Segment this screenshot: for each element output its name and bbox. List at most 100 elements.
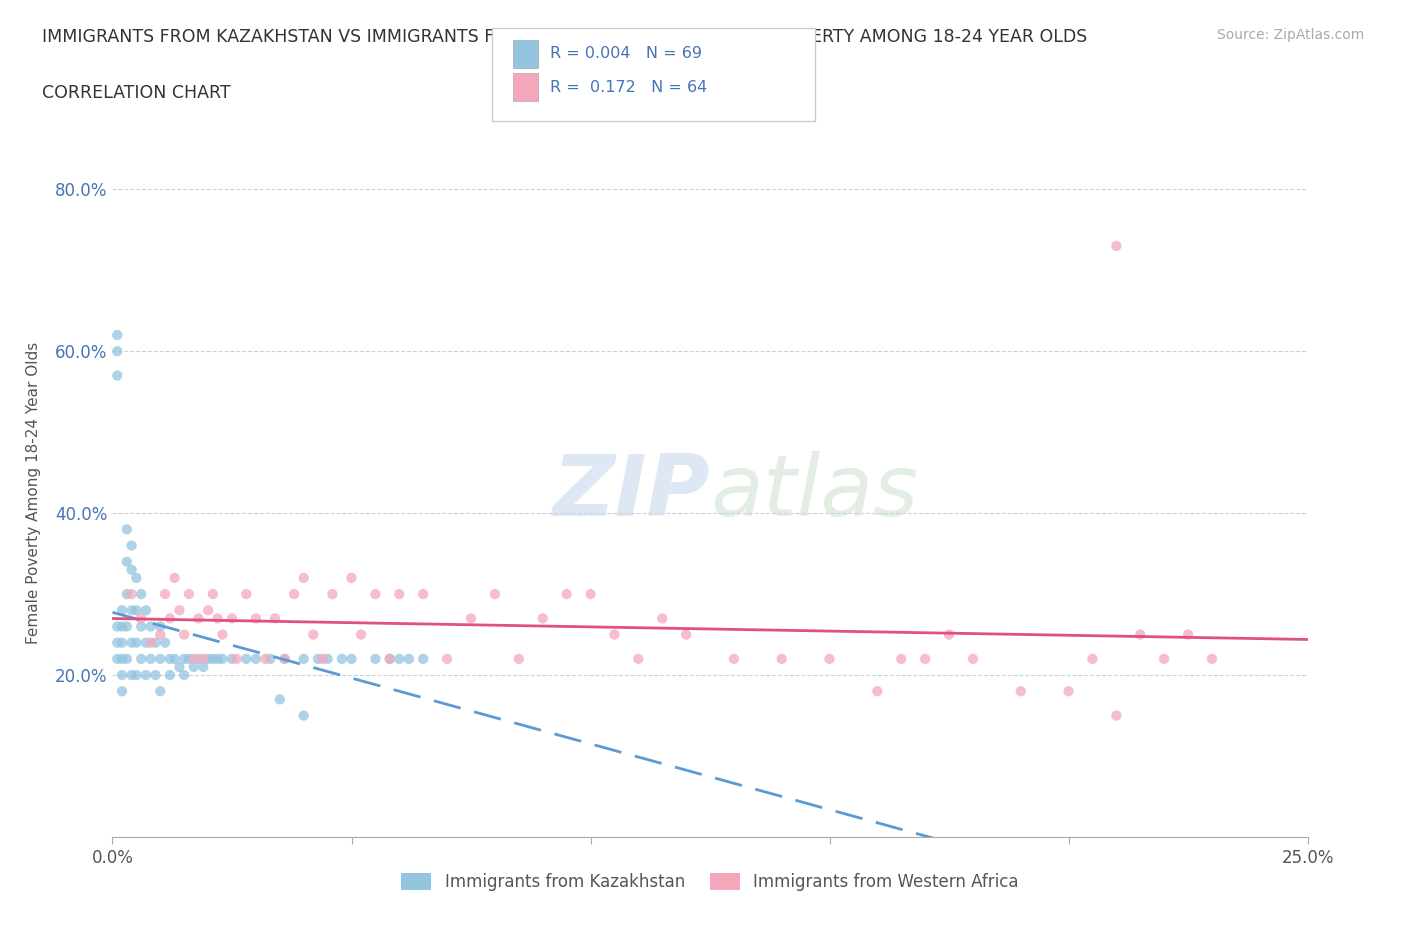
Point [388, 651, 411, 666]
Point [484, 587, 506, 602]
Point [173, 627, 195, 642]
Text: atlas: atlas [710, 451, 918, 535]
Point [193, 659, 215, 674]
Point [221, 651, 243, 666]
Point [169, 659, 191, 674]
Point [121, 587, 143, 602]
Point [105, 619, 128, 634]
Point [163, 651, 186, 666]
Point [173, 651, 195, 666]
Point [1057, 684, 1080, 698]
Text: R = 0.004   N = 69: R = 0.004 N = 69 [550, 46, 702, 61]
Point [412, 587, 434, 602]
Point [579, 587, 602, 602]
Point [890, 651, 912, 666]
Point [129, 619, 152, 634]
Point [723, 651, 745, 666]
Point [111, 619, 134, 634]
Point [129, 587, 152, 602]
Point [105, 651, 128, 666]
Point [111, 684, 134, 698]
Point [149, 684, 172, 698]
Point [245, 611, 267, 626]
Point [111, 668, 134, 683]
Point [115, 587, 138, 602]
Point [153, 635, 176, 650]
Point [269, 692, 291, 707]
Point [307, 651, 329, 666]
Point [159, 668, 181, 683]
Text: ZIP: ZIP [553, 451, 710, 535]
Point [211, 651, 233, 666]
Point [207, 651, 229, 666]
Point [149, 651, 172, 666]
Point [770, 651, 793, 666]
Point [125, 570, 148, 585]
Point [398, 651, 420, 666]
Y-axis label: Female Poverty Among 18-24 Year Olds: Female Poverty Among 18-24 Year Olds [27, 342, 41, 644]
Point [135, 603, 157, 618]
Point [145, 668, 167, 683]
Point [207, 611, 229, 626]
Point [259, 651, 281, 666]
Point [321, 587, 343, 602]
Point [129, 611, 152, 626]
Point [105, 344, 128, 359]
Text: R =  0.172   N = 64: R = 0.172 N = 64 [550, 80, 707, 95]
Point [169, 603, 191, 618]
Point [211, 627, 233, 642]
Point [177, 587, 200, 602]
Point [201, 651, 224, 666]
Point [135, 635, 157, 650]
Point [149, 627, 172, 642]
Point [139, 619, 162, 634]
Point [388, 587, 411, 602]
Point [197, 603, 219, 618]
Point [292, 570, 315, 585]
Point [159, 611, 181, 626]
Point [235, 651, 257, 666]
Point [115, 554, 138, 569]
Point [273, 651, 295, 666]
Point [183, 651, 205, 666]
Point [105, 327, 128, 342]
Point [436, 651, 458, 666]
Point [292, 708, 315, 723]
Point [1010, 684, 1032, 698]
Point [1105, 238, 1128, 253]
Point [264, 611, 287, 626]
Text: IMMIGRANTS FROM KAZAKHSTAN VS IMMIGRANTS FROM WESTERN AFRICA FEMALE POVERTY AMON: IMMIGRANTS FROM KAZAKHSTAN VS IMMIGRANTS… [42, 28, 1087, 46]
Point [121, 538, 143, 553]
Point [201, 587, 224, 602]
Point [105, 635, 128, 650]
Point [378, 651, 401, 666]
Point [302, 627, 325, 642]
Point [1129, 627, 1152, 642]
Point [115, 619, 138, 634]
Point [235, 587, 257, 602]
Point [183, 659, 205, 674]
Point [145, 635, 167, 650]
Point [312, 651, 335, 666]
Point [364, 587, 387, 602]
Point [364, 651, 387, 666]
Point [292, 651, 315, 666]
Point [125, 635, 148, 650]
Point [603, 627, 626, 642]
Point [173, 668, 195, 683]
Point [273, 651, 295, 666]
Point [159, 651, 181, 666]
Point [1177, 627, 1199, 642]
Point [460, 611, 482, 626]
Point [245, 651, 267, 666]
Point [340, 570, 363, 585]
Point [153, 587, 176, 602]
Point [139, 635, 162, 650]
Point [193, 651, 215, 666]
Point [139, 651, 162, 666]
Point [531, 611, 554, 626]
Point [555, 587, 578, 602]
Text: Source: ZipAtlas.com: Source: ZipAtlas.com [1216, 28, 1364, 42]
Point [221, 611, 243, 626]
Point [125, 668, 148, 683]
